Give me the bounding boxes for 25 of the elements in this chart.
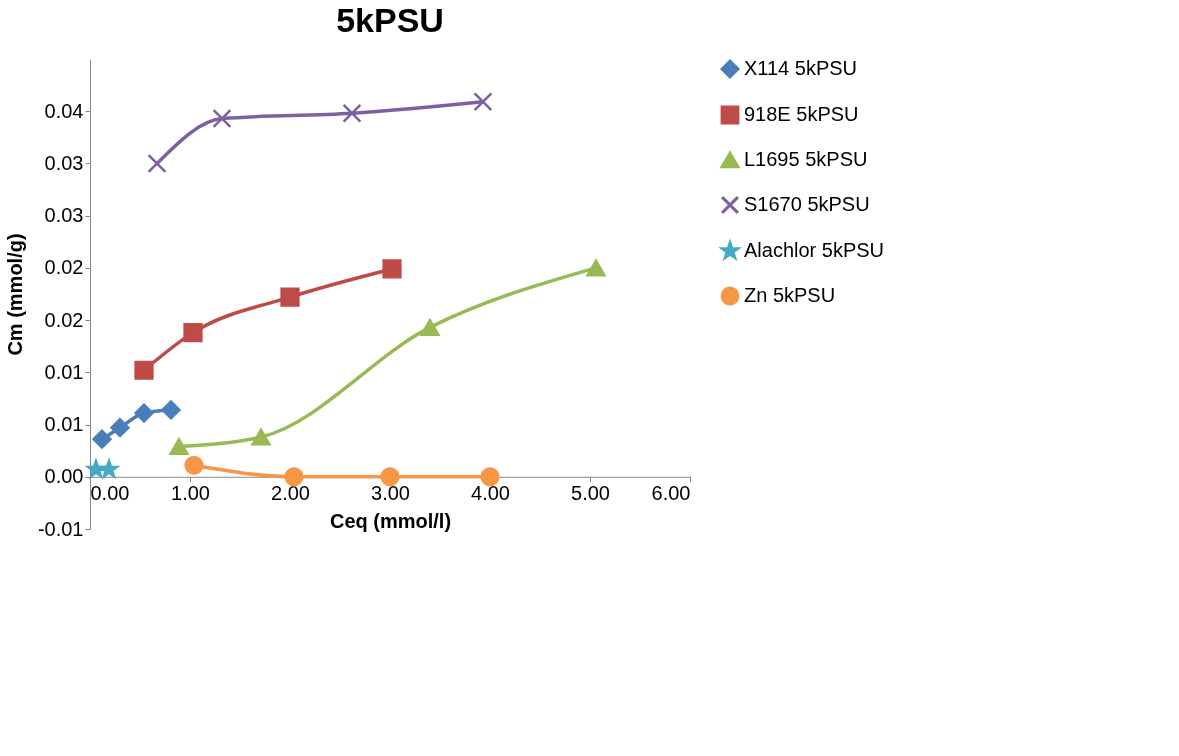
y-tick-label: 0.02 — [44, 308, 84, 331]
x-tick-label: 2.00 — [271, 482, 310, 505]
chart-title: 5kPSU — [336, 1, 444, 39]
y-tick-label: 0.00 — [44, 465, 84, 488]
y-tick-label: 0.01 — [44, 360, 84, 383]
y-tick-label: -0.01 — [37, 517, 84, 540]
y-tick-label: 0.03 — [44, 204, 84, 227]
y-tick-label: 0.02 — [44, 256, 84, 279]
y-axis-title: Cm (mmol/g) — [3, 233, 26, 356]
x-tick-label: 5.00 — [571, 482, 610, 505]
x-tick-label: 0.00 — [90, 482, 130, 505]
x-tick-label: 6.00 — [651, 482, 691, 505]
x-tick-label: 3.00 — [371, 482, 410, 505]
x-tick-label: 4.00 — [471, 482, 510, 505]
legend-label: Alachlor 5kPSU — [744, 239, 885, 261]
y-tick-label: 0.04 — [44, 99, 84, 122]
x-tick-label: 1.00 — [171, 482, 210, 505]
x-axis-title: Ceq (mmol/l) — [329, 510, 452, 533]
legend-label: Zn 5kPSU — [744, 284, 836, 306]
legend-label: 918E 5kPSU — [744, 103, 859, 125]
legend-label: L1695 5kPSU — [744, 148, 868, 170]
legend-label: X114 5kPSU — [744, 57, 858, 79]
y-tick-label: 0.03 — [44, 151, 84, 174]
legend-label: S1670 5kPSU — [744, 193, 870, 215]
y-tick-label: 0.01 — [44, 413, 84, 436]
